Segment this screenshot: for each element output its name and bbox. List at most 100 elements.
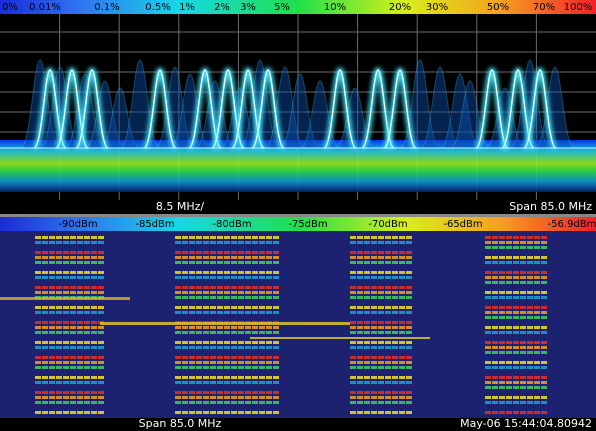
waterfall-cell xyxy=(485,311,491,314)
waterfall-cell xyxy=(520,266,526,269)
waterfall-cell xyxy=(231,346,237,349)
waterfall-cell xyxy=(91,321,97,324)
waterfall-cell xyxy=(499,346,505,349)
burst-line xyxy=(100,322,350,325)
waterfall-cell xyxy=(392,386,398,389)
waterfall-cell xyxy=(63,326,69,329)
persistence-label: 100% xyxy=(564,2,593,13)
waterfall-cell xyxy=(175,381,181,384)
waterfall-cell xyxy=(541,401,547,404)
waterfall-cell xyxy=(492,291,498,294)
waterfall-cell xyxy=(364,296,370,299)
waterfall-cell xyxy=(175,386,181,389)
persistence-label: 50% xyxy=(487,2,509,13)
waterfall-cell xyxy=(527,406,533,409)
waterfall-cell xyxy=(357,366,363,369)
waterfall-cell xyxy=(203,361,209,364)
peak-trace xyxy=(75,69,109,149)
waterfall-cell xyxy=(42,401,48,404)
waterfall-cell xyxy=(238,286,244,289)
waterfall-cell xyxy=(266,236,272,239)
waterfall-cell xyxy=(231,266,237,269)
waterfall-cell xyxy=(196,281,202,284)
waterfall-cell xyxy=(63,336,69,339)
waterfall-cell xyxy=(364,311,370,314)
waterfall-cell xyxy=(49,346,55,349)
waterfall-cell xyxy=(224,261,230,264)
waterfall-cell xyxy=(203,316,209,319)
waterfall-cell xyxy=(527,321,533,324)
waterfall-cell xyxy=(273,341,279,344)
waterfall-cell xyxy=(406,326,412,329)
waterfall-cell xyxy=(350,246,356,249)
waterfall-cell xyxy=(189,246,195,249)
waterfall-cell xyxy=(231,291,237,294)
waterfall-cell xyxy=(371,391,377,394)
waterfall-cell xyxy=(513,251,519,254)
waterfall-cell xyxy=(182,301,188,304)
waterfall-cell xyxy=(492,286,498,289)
waterfall-cell xyxy=(224,376,230,379)
waterfall-cell xyxy=(49,396,55,399)
waterfall-cell xyxy=(385,236,391,239)
waterfall-cell xyxy=(357,406,363,409)
waterfall-cell xyxy=(231,411,237,414)
waterfall-cell xyxy=(541,261,547,264)
waterfall-cell xyxy=(210,331,216,334)
waterfall-cell xyxy=(527,241,533,244)
waterfall-cell xyxy=(175,341,181,344)
waterfall-cell xyxy=(252,306,258,309)
waterfall-cell xyxy=(534,316,540,319)
waterfall-cell xyxy=(70,241,76,244)
waterfall-cell xyxy=(252,251,258,254)
waterfall-cell xyxy=(252,331,258,334)
waterfall-cell xyxy=(217,251,223,254)
waterfall-cell xyxy=(534,351,540,354)
waterfall-cell xyxy=(350,386,356,389)
waterfall-cell xyxy=(259,291,265,294)
waterfall-cell xyxy=(273,361,279,364)
waterfall-cell xyxy=(399,406,405,409)
waterfall-cell xyxy=(98,361,104,364)
waterfall-cell xyxy=(70,406,76,409)
waterfall-cell xyxy=(499,341,505,344)
waterfall-cell xyxy=(84,266,90,269)
waterfall-cell xyxy=(266,351,272,354)
waterfall-cell xyxy=(70,351,76,354)
waterfall-cell xyxy=(77,366,83,369)
waterfall-cell xyxy=(385,326,391,329)
waterfall-cell xyxy=(520,406,526,409)
waterfall-cell xyxy=(175,376,181,379)
waterfall-cell xyxy=(77,286,83,289)
waterfall-cell xyxy=(513,276,519,279)
waterfall-cell xyxy=(77,266,83,269)
waterfall-cell xyxy=(385,406,391,409)
waterfall-cell xyxy=(210,256,216,259)
waterfall-cell xyxy=(392,326,398,329)
waterfall-cell xyxy=(203,351,209,354)
waterfall-cell xyxy=(70,286,76,289)
waterfall-cell xyxy=(392,376,398,379)
waterfall-cell xyxy=(506,401,512,404)
waterfall-cell xyxy=(357,276,363,279)
waterfall-cell xyxy=(406,276,412,279)
waterfall-cell xyxy=(534,341,540,344)
waterfall-cell xyxy=(371,291,377,294)
waterfall-cell xyxy=(49,311,55,314)
waterfall-cell xyxy=(259,341,265,344)
waterfall-cell xyxy=(56,281,62,284)
waterfall-cell xyxy=(175,391,181,394)
waterfall-cell xyxy=(399,271,405,274)
waterfall-cell xyxy=(196,306,202,309)
waterfall-cell xyxy=(399,391,405,394)
waterfall-cell xyxy=(357,386,363,389)
waterfall-cell xyxy=(378,311,384,314)
waterfall-cell xyxy=(520,236,526,239)
waterfall-cell xyxy=(357,251,363,254)
waterfall-cell xyxy=(513,256,519,259)
waterfall-cell xyxy=(70,386,76,389)
waterfall-cell xyxy=(217,381,223,384)
waterfall-cell xyxy=(385,256,391,259)
waterfall-cell xyxy=(42,331,48,334)
waterfall-cell xyxy=(42,266,48,269)
